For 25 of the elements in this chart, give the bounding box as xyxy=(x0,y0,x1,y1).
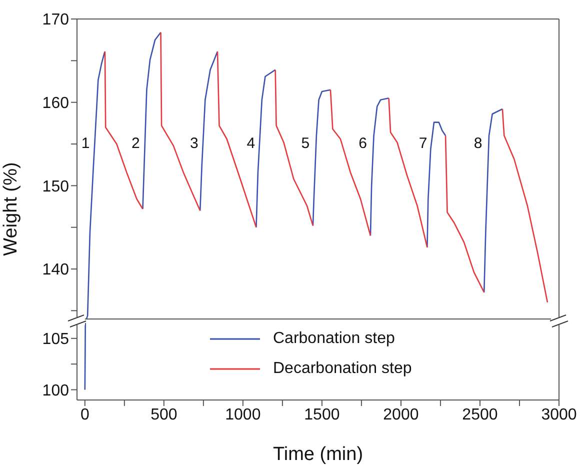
x-tick-label: 2000 xyxy=(383,406,419,424)
x-axis-title: Time (min) xyxy=(272,444,364,465)
y-tick-label: 140 xyxy=(42,262,70,279)
x-tick-label: 0 xyxy=(80,406,90,424)
annotation: 8 xyxy=(472,134,484,154)
x-tick-label: 500 xyxy=(150,406,178,424)
legend-label: Decarbonation step xyxy=(273,360,412,378)
y-tick-label: 170 xyxy=(42,12,70,29)
annotation: 5 xyxy=(300,134,311,154)
annotation: 2 xyxy=(130,134,141,154)
annotation: 3 xyxy=(188,134,200,154)
y-tick-label: 150 xyxy=(42,178,70,196)
x-tick-label: 3000 xyxy=(541,406,577,424)
annotation: 4 xyxy=(246,134,256,154)
y-tick-label: 100 xyxy=(42,382,70,400)
x-tick-label: 1500 xyxy=(304,406,340,424)
legend-label: Carbonation step xyxy=(273,330,395,348)
x-tick-label: 2500 xyxy=(462,406,498,424)
annotation: 6 xyxy=(358,134,368,154)
annotation: 7 xyxy=(418,134,428,154)
y-axis-title: Weight (%) xyxy=(0,162,22,256)
y-tick-label: 105 xyxy=(42,331,70,348)
x-tick-label: 1000 xyxy=(225,406,261,424)
annotation: 1 xyxy=(80,134,91,154)
y-tick-label: 160 xyxy=(42,95,70,112)
